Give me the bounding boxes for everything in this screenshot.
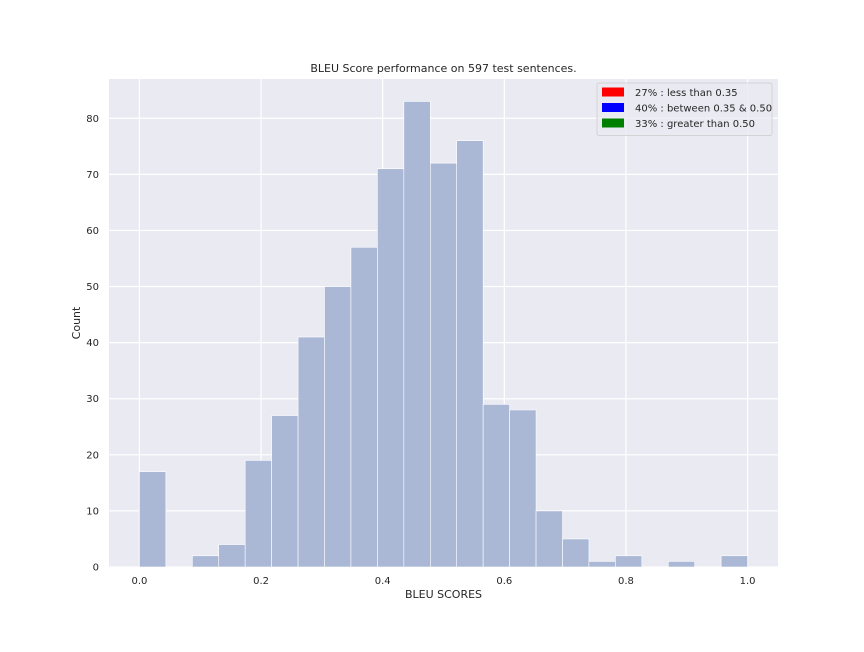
legend-label: 27% : less than 0.35 [635, 88, 738, 99]
y-tick-label: 40 [86, 338, 99, 349]
histogram-bar [403, 101, 431, 568]
histogram-bars [139, 101, 748, 568]
y-tick-label: 30 [86, 394, 99, 405]
legend-box [596, 82, 773, 136]
x-tick-label: 0.6 [496, 576, 512, 587]
histogram-bar [244, 460, 272, 568]
histogram-bar [509, 409, 537, 568]
legend-swatch [602, 118, 624, 128]
histogram-bar [456, 140, 484, 568]
x-tick-label: 0.0 [131, 576, 147, 587]
histogram-bar [377, 168, 405, 568]
histogram-bar [192, 555, 220, 568]
x-tick-label: 0.8 [618, 576, 634, 587]
histogram-bar [350, 246, 378, 568]
chart-title: BLEU Score performance on 597 test sente… [310, 62, 576, 75]
histogram-bar [430, 162, 458, 568]
y-tick-label: 10 [86, 506, 99, 517]
x-tick-label: 0.2 [253, 576, 269, 587]
histogram-bar [588, 561, 616, 568]
legend-swatch [602, 87, 624, 97]
histogram-bar [562, 538, 590, 568]
x-axis-ticks: 0.0 0.2 0.4 0.6 0.8 1.0 [131, 576, 755, 587]
histogram-bar [535, 510, 563, 568]
legend: 27% : less than 0.35 40% : between 0.35 &… [596, 82, 773, 136]
legend-label: 40% : between 0.35 & 0.50 [635, 104, 772, 115]
y-tick-label: 70 [86, 170, 99, 181]
histogram-bar [139, 471, 167, 568]
histogram-bar [271, 415, 299, 568]
histogram-bar [667, 561, 696, 568]
x-axis-label: BLEU SCORES [405, 588, 482, 601]
histogram-bar [615, 555, 643, 568]
x-tick-label: 1.0 [740, 576, 756, 587]
y-tick-label: 20 [86, 450, 99, 461]
histogram-bar [720, 555, 748, 568]
x-tick-label: 0.4 [375, 576, 391, 587]
histogram-bar [324, 286, 352, 568]
y-tick-label: 0 [93, 563, 99, 574]
y-tick-label: 80 [86, 114, 99, 125]
legend-label: 33% : greater than 0.50 [635, 119, 755, 130]
histogram-bar [297, 336, 325, 568]
legend-swatch [602, 103, 624, 112]
y-tick-label: 60 [86, 226, 99, 237]
y-axis-ticks: 0 10 20 30 40 50 60 70 80 [86, 114, 99, 574]
y-axis-label: Count [70, 306, 83, 339]
y-tick-label: 50 [86, 282, 99, 293]
histogram-bar [482, 404, 510, 568]
histogram-bar [218, 544, 246, 568]
